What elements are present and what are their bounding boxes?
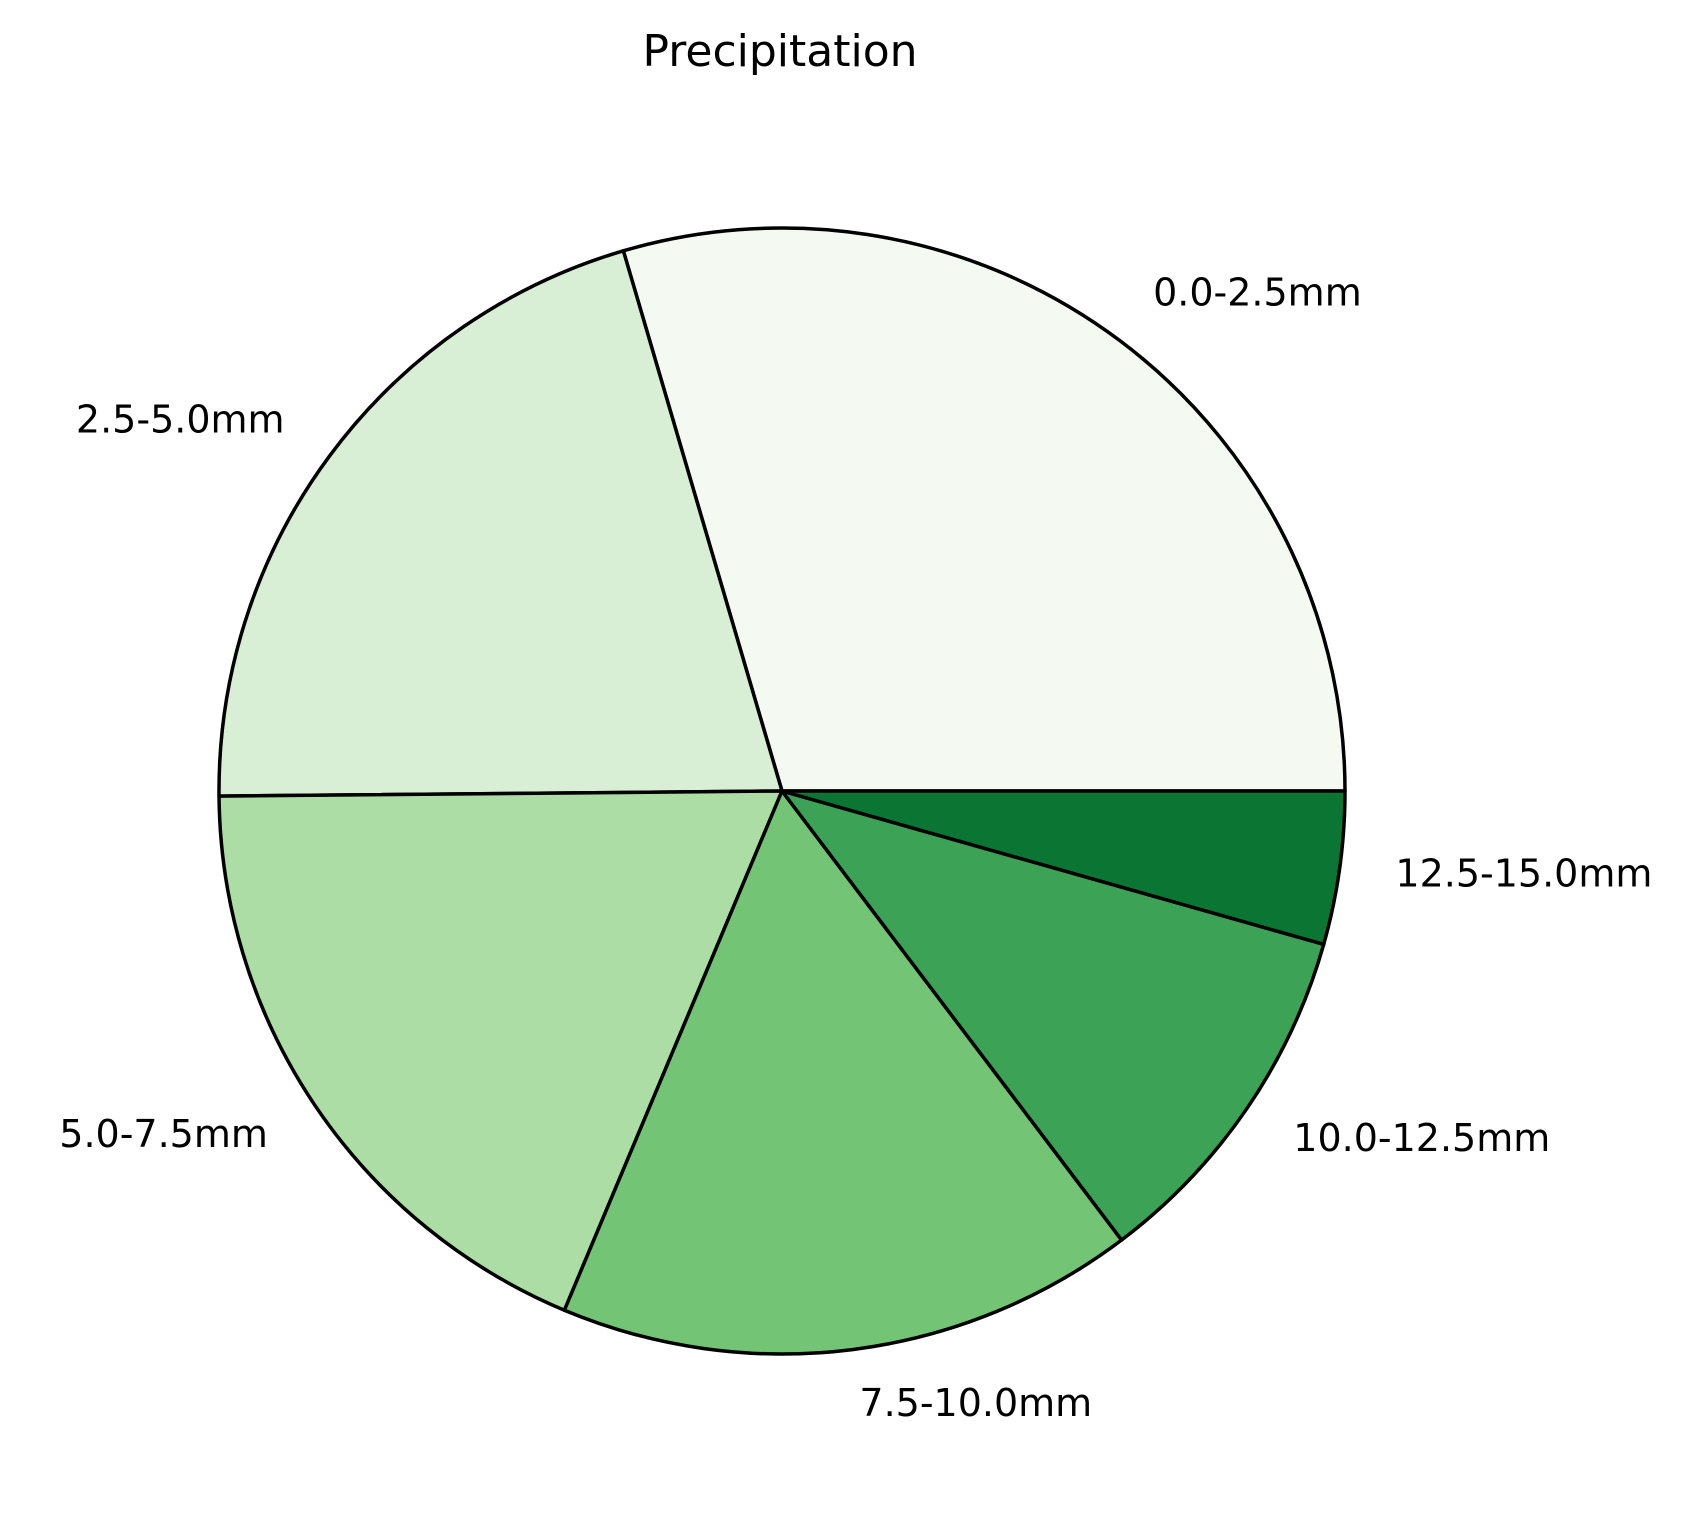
pie-slice-label-2: 2.5-5.0mm (76, 398, 285, 442)
pie-slice-6 (780, 789, 1347, 947)
pie-slice-label-5: 10.0-12.5mm (1293, 1116, 1550, 1160)
pie-slice-3 (217, 789, 784, 1312)
pie-slice-4 (562, 789, 1124, 1356)
pie-slice-label-3: 5.0-7.5mm (59, 1112, 268, 1156)
pie-slice-5 (780, 789, 1326, 1242)
pie-slices (217, 226, 1347, 1356)
pie-labels: 0.0-2.5mm 2.5-5.0mm 5.0-7.5mm 7.5-10.0mm 10.… (59, 271, 1652, 1425)
pie-slice-label-6: 12.5-15.0mm (1395, 852, 1652, 896)
pie-slice-2 (217, 249, 784, 798)
pie-slice-1 (621, 226, 1347, 793)
pie-slice-label-4: 7.5-10.0mm (859, 1381, 1092, 1425)
chart-title: Precipitation (642, 26, 917, 77)
pie-slice-label-1: 0.0-2.5mm (1153, 271, 1362, 315)
